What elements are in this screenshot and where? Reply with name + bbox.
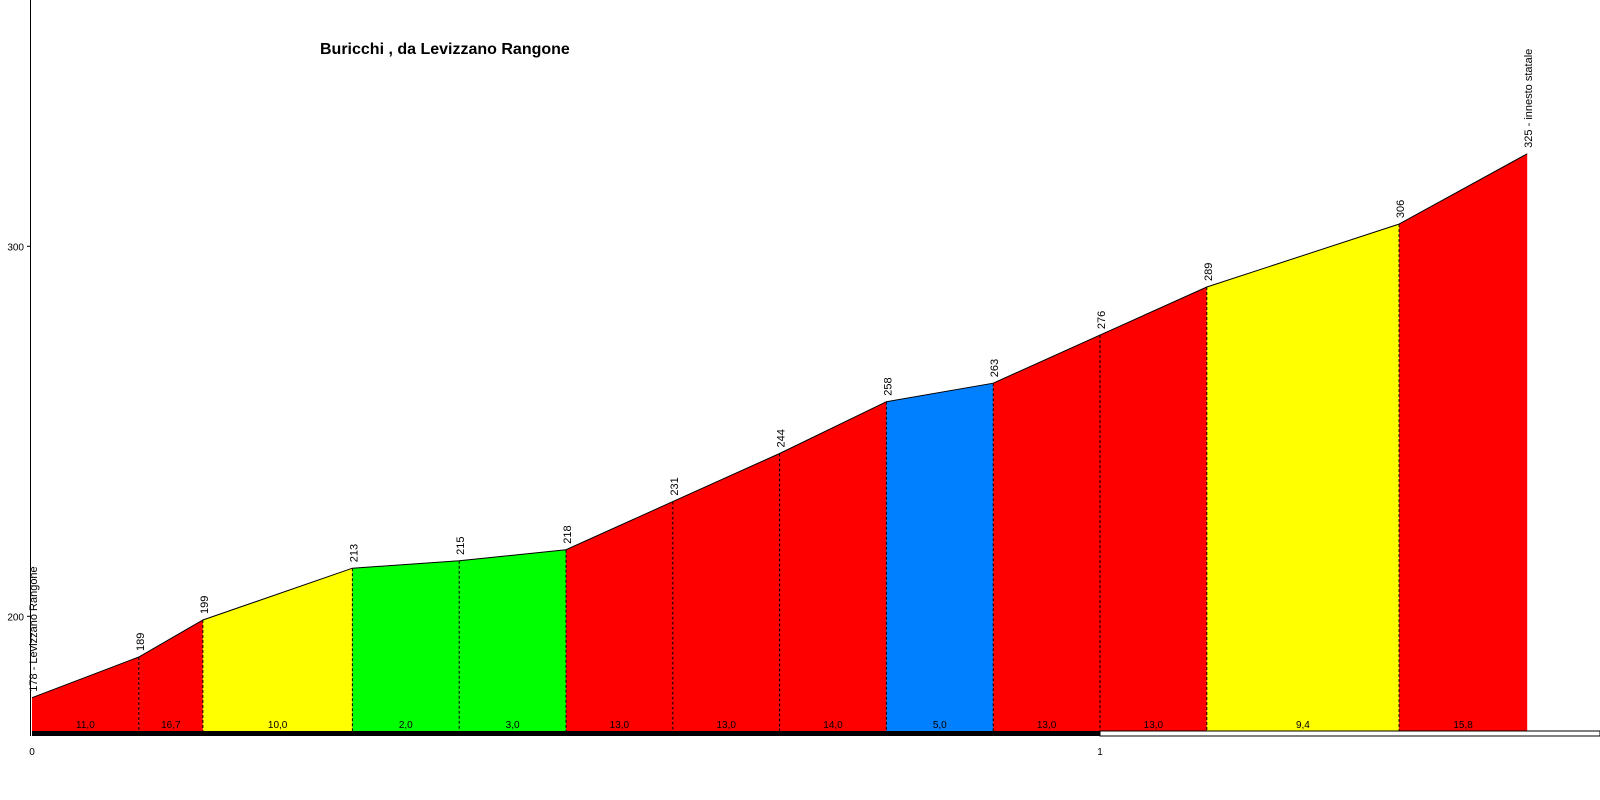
axes: 200 300 0 1 [7,0,1103,758]
gradient-label: 13,0 [1037,720,1057,731]
gradient-segment [1100,287,1207,731]
elevation-label: 306 [1395,200,1407,218]
gradient-label: 5,0 [933,720,947,731]
gradient-segment [138,620,203,731]
elevation-label: 325 - innesto statale [1523,49,1535,148]
elevation-label: 258 [882,377,894,395]
gradient-label: 3,0 [506,720,520,731]
gradient-label: 10,0 [268,720,288,731]
gradient-segment [32,657,139,731]
elevation-label: 189 [135,633,147,651]
elevation-label: 199 [199,596,211,614]
kilometer-bar [32,730,1600,737]
gradient-segment [459,549,566,731]
gradient-segment [993,335,1100,731]
profile-line [31,153,1528,699]
gradient-segment [886,383,994,731]
gradient-segment [779,401,887,731]
gradient-segment [672,453,780,731]
elevation-labels: 178 - Levizzano Rangone 189 199 213 215 218 23… [28,49,1535,692]
elevation-label: 218 [562,525,574,543]
elevation-label: 244 [776,429,788,447]
elevation-label: 276 [1096,311,1108,329]
gradient-segment [566,501,673,731]
km-bar-dark [32,731,1100,736]
gradient-label: 16,7 [161,720,181,731]
chart-title: Buricchi , da Levizzano Rangone [320,41,570,58]
gradient-label: 13,0 [610,720,630,731]
gradient-label: 13,0 [1144,720,1164,731]
gradient-label: 11,0 [76,720,95,731]
gradient-label: 14,0 [823,720,843,731]
elevation-label: 263 [989,359,1001,377]
elevation-label: 213 [348,544,360,562]
gradient-label: 13,0 [716,720,736,731]
segment-dividers [138,224,1400,731]
y-tick-label: 200 [7,612,24,623]
gradient-segment [352,560,460,731]
gradient-labels: 11,0 16,7 10,0 2,0 3,0 13,0 13,0 14,0 5,0 13,0 13,… [76,720,1473,731]
elevation-label: 231 [669,477,681,495]
elevation-label: 215 [455,536,467,554]
y-tick-label: 300 [7,242,24,253]
gradient-label: 2,0 [399,720,413,731]
gradient-label: 9,4 [1296,720,1310,731]
elevation-label: 178 - Levizzano Rangone [28,566,40,691]
km-bar-light [1099,730,1600,737]
gradient-segment [1399,153,1528,732]
gradient-segment [202,568,353,731]
elevation-label: 289 [1203,263,1215,281]
x-tick-label: 0 [29,747,35,758]
gradient-segments [32,153,1528,732]
gradient-label: 15,8 [1453,720,1473,731]
gradient-segment [1206,224,1400,731]
x-tick-label: 1 [1097,747,1103,758]
